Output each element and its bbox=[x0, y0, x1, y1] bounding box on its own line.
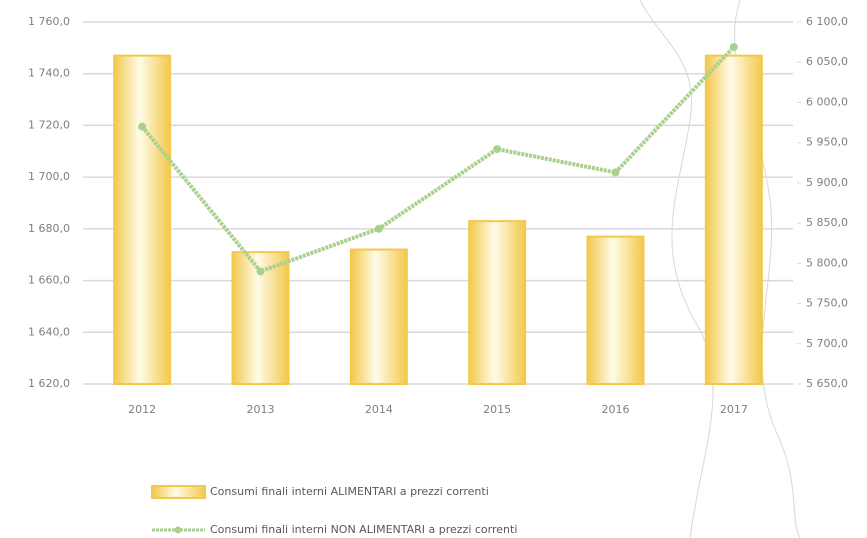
legend-text: Consumi finali interni ALIMENTARI a prez… bbox=[210, 485, 489, 498]
bar bbox=[704, 54, 763, 385]
y-tick-label: 1 720,0 bbox=[28, 118, 70, 131]
x-tick-label: 2013 bbox=[247, 403, 275, 416]
y2-tick-label: 5 700,0 bbox=[806, 337, 848, 350]
background-outline bbox=[639, 0, 714, 538]
legend-marker bbox=[174, 526, 182, 534]
legend-swatch bbox=[151, 485, 206, 499]
y-tick-label: 1 700,0 bbox=[28, 170, 70, 183]
line-marker bbox=[611, 168, 620, 177]
bar bbox=[349, 248, 408, 385]
x-tick-label: 2016 bbox=[602, 403, 630, 416]
y2-tick-label: 5 750,0 bbox=[806, 297, 848, 310]
y2-tick-label: 5 800,0 bbox=[806, 256, 848, 269]
y2-tick-label: 6 000,0 bbox=[806, 95, 848, 108]
y-tick-label: 1 660,0 bbox=[28, 274, 70, 287]
line-marker bbox=[138, 122, 147, 131]
x-tick-label: 2017 bbox=[720, 403, 748, 416]
y2-tick-label: 5 850,0 bbox=[806, 216, 848, 229]
line bbox=[140, 45, 736, 274]
line-marker bbox=[374, 224, 383, 233]
bar bbox=[113, 54, 172, 385]
line-marker bbox=[256, 267, 265, 276]
y-tick-label: 1 760,0 bbox=[28, 15, 70, 28]
bar bbox=[468, 220, 527, 385]
y2-tick-label: 6 100,0 bbox=[806, 15, 848, 28]
y2-tick-label: 5 950,0 bbox=[806, 136, 848, 149]
y-tick-label: 1 620,0 bbox=[28, 377, 70, 390]
x-tick-label: 2014 bbox=[365, 403, 393, 416]
y-tick-label: 1 680,0 bbox=[28, 222, 70, 235]
bar bbox=[586, 235, 645, 385]
line-marker bbox=[729, 42, 738, 51]
y-tick-label: 1 640,0 bbox=[28, 325, 70, 338]
y2-tick-label: 5 650,0 bbox=[806, 377, 848, 390]
legend-text: Consumi finali interni NON ALIMENTARI a … bbox=[210, 523, 517, 536]
y2-tick-label: 5 900,0 bbox=[806, 176, 848, 189]
x-tick-label: 2012 bbox=[128, 403, 156, 416]
x-tick-label: 2015 bbox=[483, 403, 511, 416]
line-marker bbox=[493, 145, 502, 154]
y-tick-label: 1 740,0 bbox=[28, 67, 70, 80]
y2-tick-label: 6 050,0 bbox=[806, 55, 848, 68]
